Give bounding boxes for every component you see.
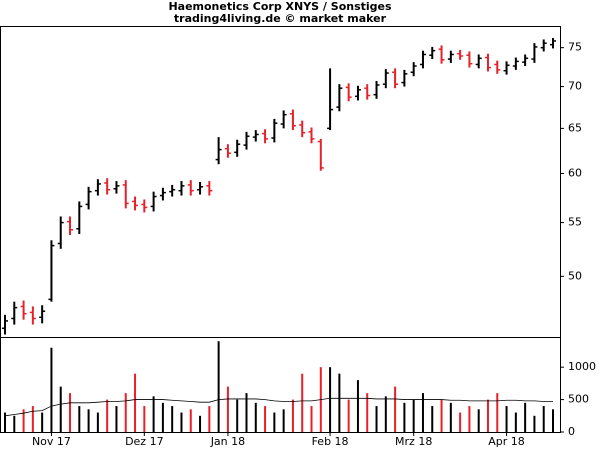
volume-bar bbox=[552, 409, 554, 432]
volume-bar bbox=[41, 412, 44, 432]
volume-bar bbox=[421, 393, 424, 432]
volume-bar bbox=[78, 406, 81, 432]
volume-bar bbox=[254, 402, 257, 432]
volume-bar bbox=[87, 409, 90, 432]
volume-bar bbox=[356, 380, 359, 432]
volume-bar bbox=[50, 347, 53, 432]
volume-bar bbox=[226, 386, 229, 432]
volume-bar bbox=[273, 412, 276, 432]
volume-bar bbox=[31, 406, 34, 432]
volume-bar bbox=[282, 409, 285, 432]
chart-subtitle: trading4living.de © market maker bbox=[174, 12, 387, 25]
volume-bar bbox=[366, 393, 369, 432]
volume-bar bbox=[384, 396, 387, 432]
y-tick-label: 1000 bbox=[568, 360, 596, 373]
volume-bar bbox=[152, 396, 155, 432]
volume-bar bbox=[505, 406, 508, 432]
volume-bar bbox=[171, 406, 174, 432]
volume-panel bbox=[0, 337, 561, 433]
volume-bar bbox=[199, 415, 202, 432]
volume-bar bbox=[245, 393, 248, 432]
volume-bar bbox=[124, 393, 127, 432]
volume-bar bbox=[533, 415, 536, 432]
volume-bar bbox=[291, 399, 294, 432]
volume-bar bbox=[208, 406, 211, 432]
volume-bar bbox=[236, 399, 239, 432]
y-tick-label: 55 bbox=[568, 216, 582, 229]
volume-bar bbox=[440, 399, 443, 432]
volume-bar bbox=[217, 341, 220, 432]
volume-bar bbox=[189, 409, 192, 432]
x-tick-label: Apr 18 bbox=[488, 435, 525, 448]
y-tick-label: 0 bbox=[568, 425, 575, 438]
x-tick-label: Jan 18 bbox=[210, 435, 245, 448]
x-tick-label: Nov 17 bbox=[32, 435, 71, 448]
volume-bar bbox=[431, 406, 434, 432]
volume-bar bbox=[347, 399, 350, 432]
volume-bar bbox=[106, 399, 109, 432]
volume-bar bbox=[310, 406, 313, 432]
volume-bar bbox=[96, 412, 99, 432]
volume-bar bbox=[69, 393, 72, 432]
y-tick-label: 65 bbox=[568, 121, 582, 134]
volume-bar bbox=[264, 406, 267, 432]
volume-bar bbox=[4, 412, 6, 432]
volume-bar bbox=[403, 402, 406, 432]
volume-bar bbox=[143, 406, 146, 432]
volume-bar bbox=[524, 402, 527, 432]
volume-bar bbox=[329, 367, 332, 432]
volume-bar bbox=[115, 406, 118, 432]
volume-bar bbox=[477, 409, 480, 432]
y-tick-label: 60 bbox=[568, 167, 582, 180]
volume-bar bbox=[468, 406, 471, 432]
volume-bar bbox=[301, 373, 304, 432]
volume-bar bbox=[412, 399, 415, 432]
volume-bar bbox=[338, 373, 341, 432]
y-tick-label: 70 bbox=[568, 80, 582, 93]
volume-bar bbox=[134, 373, 137, 432]
x-tick-label: Dez 17 bbox=[125, 435, 164, 448]
volume-bar bbox=[180, 412, 183, 432]
volume-bar bbox=[486, 399, 489, 432]
volume-bar bbox=[459, 412, 462, 432]
volume-bar bbox=[394, 386, 397, 432]
volume-bar bbox=[13, 415, 16, 432]
volume-bar bbox=[22, 409, 25, 432]
y-tick-label: 50 bbox=[568, 269, 582, 282]
volume-bar bbox=[59, 386, 62, 432]
volume-average bbox=[4, 397, 553, 417]
volume-bar bbox=[514, 412, 517, 432]
x-tick-label: Feb 18 bbox=[312, 435, 349, 448]
y-tick-label: 500 bbox=[568, 393, 589, 406]
volume-bar bbox=[496, 393, 499, 432]
volume-bar bbox=[449, 402, 452, 432]
x-tick-label: Mrz 18 bbox=[395, 435, 432, 448]
volume-bar bbox=[542, 406, 545, 432]
chart-title: Haemonetics Corp XNYS / Sonstiges bbox=[168, 0, 392, 13]
y-tick-label: 75 bbox=[568, 41, 582, 54]
volume-bar bbox=[375, 406, 378, 432]
volume-bar bbox=[161, 402, 164, 432]
